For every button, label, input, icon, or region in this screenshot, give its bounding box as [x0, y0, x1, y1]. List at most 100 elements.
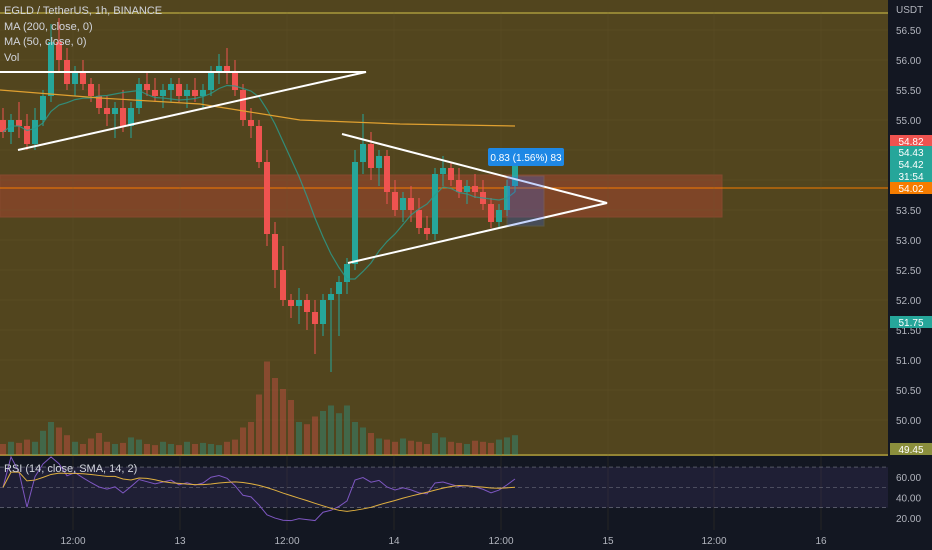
volume-bar [192, 444, 198, 455]
price-tag-label: 31:54 [898, 172, 923, 183]
y-tick-label: 53.50 [896, 206, 921, 217]
volume-bar [440, 437, 446, 455]
volume-bar [72, 441, 78, 455]
volume-bar [216, 445, 222, 455]
volume-bar [136, 439, 142, 455]
volume-bar [408, 440, 414, 455]
volume-bar [80, 444, 86, 455]
candle-body [280, 270, 286, 300]
triangle-pattern-right [341, 133, 608, 264]
volume-bar [448, 441, 454, 455]
rsi-tick-label: 20.00 [896, 514, 921, 525]
volume-bar [360, 427, 366, 455]
volume-bar [328, 405, 334, 455]
candle-body [104, 108, 110, 114]
volume-bar [504, 437, 510, 455]
y-tick-label: 55.00 [896, 116, 921, 127]
volume-bar [464, 444, 470, 455]
rsi-tick-label: 40.00 [896, 494, 921, 505]
candle-body [48, 42, 54, 96]
volume-bar [272, 378, 278, 455]
candle-body [56, 42, 62, 60]
volume-bar [344, 405, 350, 455]
x-tick-label: 14 [388, 536, 400, 547]
volume-bar [376, 438, 382, 455]
vol-label: Vol [4, 51, 20, 64]
volume-bar [248, 422, 254, 455]
volume-bar [368, 433, 374, 455]
volume-bar [400, 438, 406, 455]
candle-body [216, 66, 222, 72]
price-tag-bg [890, 146, 932, 158]
volume-bar [224, 441, 230, 455]
volume-bar [96, 433, 102, 455]
candle-body [24, 126, 30, 144]
price-pane-bg [0, 0, 888, 456]
candle-body [440, 168, 446, 174]
rsi-pane-bg [0, 458, 888, 530]
candle-body [392, 192, 398, 210]
measure-label: 0.83 (1.56%) 83 [490, 153, 562, 164]
candle-body [272, 234, 278, 270]
candle-body [424, 228, 430, 234]
candle-body [240, 90, 246, 120]
candle-body [328, 294, 334, 300]
candle-body [16, 120, 22, 126]
candle-body [496, 210, 502, 222]
volume-bar [32, 441, 38, 455]
volume-bar [88, 438, 94, 455]
y-tick-label: 52.50 [896, 266, 921, 277]
x-tick-label: 12:00 [60, 536, 85, 547]
candle-body [152, 90, 158, 96]
volume-bar [456, 442, 462, 455]
rsi-sma-line [2, 471, 516, 512]
candle-body [224, 66, 230, 72]
candle-body [88, 84, 94, 96]
y-tick-label: 51.00 [896, 356, 921, 367]
volume-bar [240, 427, 246, 455]
volume-bar [384, 439, 390, 455]
volume-bar [256, 394, 262, 455]
candle-body [208, 72, 214, 90]
volume-bar [184, 441, 190, 455]
volume-bar [16, 442, 22, 455]
candle-body [184, 90, 190, 96]
ma50-label: MA (50, close, 0) [4, 36, 87, 48]
candle-body [80, 72, 86, 84]
price-tag-bg [890, 316, 932, 328]
volume-bar [496, 439, 502, 455]
x-tick-label: 15 [602, 536, 614, 547]
volume-bar [56, 427, 62, 455]
volume-bar [64, 435, 70, 455]
price-tag-bg [890, 182, 932, 194]
y-tick-label: 50.50 [896, 386, 921, 397]
volume-bar [120, 442, 126, 455]
y-tick-label: 53.00 [896, 236, 921, 247]
volume-bar [264, 361, 270, 455]
candle-body [160, 90, 166, 96]
y-tick-label: 55.50 [896, 86, 921, 97]
x-tick-label: 12:00 [488, 536, 513, 547]
volume-bar [480, 441, 486, 455]
candle-body [464, 186, 470, 192]
y-tick-label: 51.50 [896, 326, 921, 337]
triangle-pattern-left [0, 71, 367, 151]
price-tag-label: 54.02 [898, 184, 923, 195]
candle-body [232, 72, 238, 90]
candle-body [472, 186, 478, 192]
candle-body [336, 282, 342, 294]
price-tag-label: 54.82 [898, 137, 923, 148]
currency-label: USDT [896, 5, 923, 16]
volume-bar [152, 445, 158, 455]
volume-bar [24, 439, 30, 455]
candle-body [128, 108, 134, 126]
x-tick-label: 13 [174, 536, 186, 547]
candle-body [32, 120, 38, 144]
volume-bar [280, 389, 286, 455]
price-tag-label: 54.43 [898, 148, 923, 159]
volume-bar [352, 422, 358, 455]
candle-body [488, 204, 494, 222]
candle-body [248, 120, 254, 126]
price-tag-bg [890, 135, 932, 147]
